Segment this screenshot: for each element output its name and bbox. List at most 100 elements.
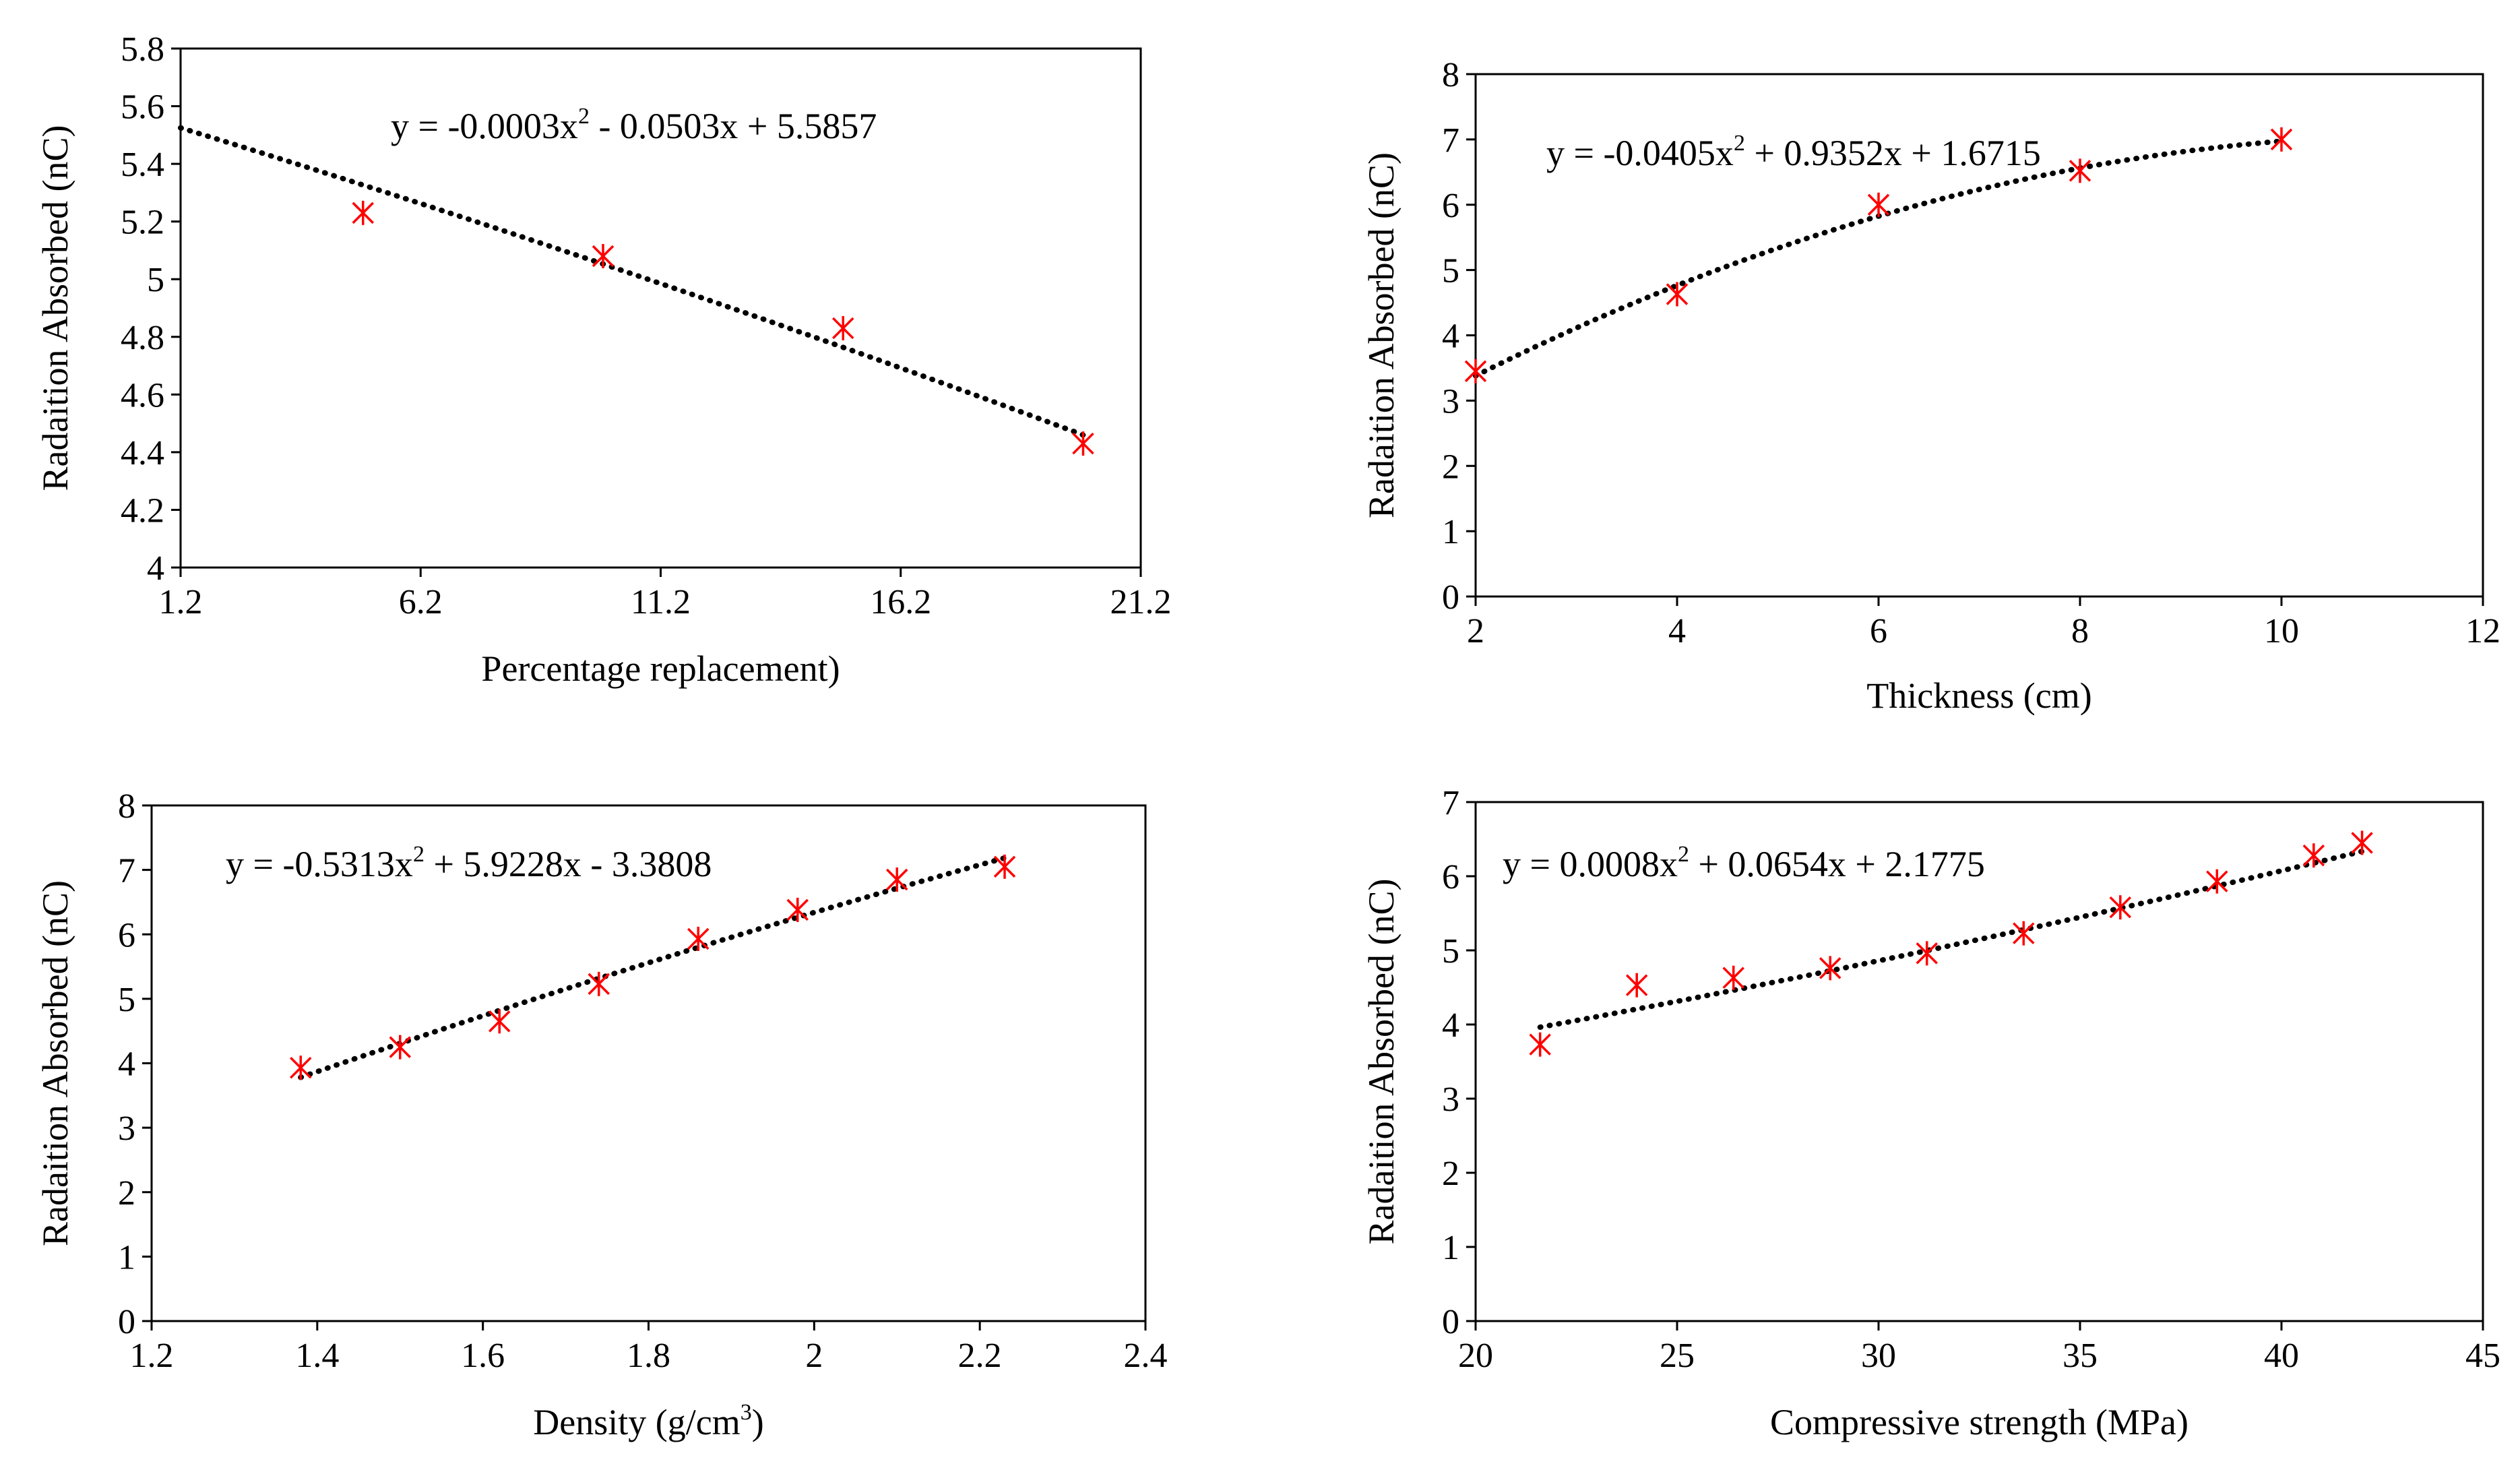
chart4-data-point [2351,830,2373,855]
chart2-data-point [1867,192,1890,217]
chart4-x-axis-title: Compressive strength (MPa) [1770,1402,2188,1442]
chart4-y-tick-label: 1 [1442,1229,1459,1267]
chart2-y-tick-label: 0 [1442,578,1459,617]
chart1-y-tick-label: 5.2 [121,204,164,242]
chart4-data-point [1625,973,1648,998]
chart3-y-tick-label: 2 [118,1174,135,1213]
chart1-data-point [832,315,854,340]
chart2-y-tick-label: 8 [1442,56,1459,94]
chart4-y-tick-label: 2 [1442,1155,1459,1193]
chart1-y-tick-label: 5 [147,261,164,299]
chart1-trendline-equation: y = -0.0003x2 - 0.0503x + 5.5857 [391,104,877,146]
chart4-data-point [2013,921,2035,946]
chart4-x-tick-label: 30 [1861,1337,1896,1375]
chart2-data-point [1666,282,1689,307]
chart3-y-tick-label: 0 [118,1303,135,1341]
chart4-x-tick-label: 25 [1660,1337,1695,1375]
chart4-y-axis-title: Radaition Absorbed (nC) [1361,879,1401,1245]
chart-density: 1.2 1.4 1.6 1.8 2 2.2 2.4 0 1 2 3 4 5 6 7 8 Density (g/c… [35,787,1168,1442]
chart4-x-tick-label: 35 [2062,1337,2098,1375]
chart4-y-tick-label: 7 [1442,784,1459,822]
chart2-x-tick-label: 4 [1668,612,1686,650]
chart2-y-tick-label: 6 [1442,187,1459,225]
chart3-data-point [786,897,809,922]
chart3-data-point [489,1009,511,1034]
chart1-y-tick-label: 4 [147,549,164,588]
chart3-x-tick-label: 1.2 [130,1337,174,1375]
chart3-data-point [687,926,710,951]
chart2-y-tick-label: 3 [1442,382,1459,421]
chart3-x-tick-label: 1.4 [295,1337,339,1375]
chart3-data-point [993,854,1016,879]
chart3-y-tick-label: 1 [118,1238,135,1277]
chart4-data-point [1529,1032,1551,1057]
chart2-data-point [2069,158,2091,183]
chart1-data-point [592,244,615,268]
chart3-y-tick-label: 5 [118,981,135,1019]
chart3-y-tick-label: 3 [118,1109,135,1148]
chart4-data-point [1916,941,1938,966]
chart4-data-point [2302,843,2325,868]
chart4-data-point [1819,956,1841,981]
chart2-x-tick-label: 6 [1870,612,1887,650]
chart3-x-tick-label: 2 [805,1337,823,1375]
chart3-x-tick-label: 1.6 [461,1337,505,1375]
chart2-x-axis-title: Thickness (cm) [1866,675,2091,716]
chart1-x-tick-label: 6.2 [399,583,443,621]
chart4-y-tick-label: 5 [1442,932,1459,971]
chart3-y-axis-title: Radaition Absorbed (nC) [35,880,75,1246]
chart4-plot-area [1474,801,2484,1322]
chart4-x-tick-label: 40 [2264,1337,2299,1375]
chart1-y-tick-label: 4.8 [121,319,164,357]
chart1-trendline [178,125,1086,438]
chart3-x-axis-title: Density (g/cm3) [533,1400,763,1442]
chart3-trendline [298,855,1007,1080]
chart1-y-tick-label: 4.6 [121,376,164,415]
chart4-y-tick-label: 6 [1442,858,1459,896]
chart2-trendline-equation: y = -0.0405x2 + 0.9352x + 1.6715 [1546,131,2041,173]
chart-percentage-replacement: 1.2 6.2 11.2 16.2 21.2 4 4.2 4.4 4.6 4.8 5 5.2 5.4 5.… [35,30,1172,689]
chart2-y-axis-title: Radaition Absorbed (nC) [1361,152,1401,518]
chart1-y-tick-label: 4.2 [121,491,164,530]
chart2-x-tick-label: 2 [1467,612,1484,650]
chart2-x-tick-label: 10 [2264,612,2299,650]
chart2-x-tick-label: 12 [2465,612,2500,650]
chart4-data-point [2206,869,2228,894]
chart1-x-tick-label: 1.2 [159,583,203,621]
chart2-y-tick-label: 1 [1442,513,1459,551]
chart4-data-point [2109,895,2132,920]
chart1-y-axis-title: Radaition Absorbed (nC) [35,125,75,491]
chart3-y-tick-label: 8 [118,787,135,826]
chart3-x-tick-label: 1.8 [627,1337,670,1375]
chart1-data-point [1072,431,1094,456]
chart2-x-tick-label: 8 [2071,612,2089,650]
chart3-x-tick-label: 2.2 [958,1337,1002,1375]
chart3-x-tick-label: 2.4 [1124,1337,1168,1375]
chart2-y-tick-label: 5 [1442,252,1459,290]
chart2-y-tick-label: 4 [1442,317,1459,356]
chart4-trendline [1537,849,2365,1030]
chart4-trendline-equation: y = 0.0008x2 + 0.0654x + 2.1775 [1503,842,1985,884]
chart3-y-tick-label: 7 [118,852,135,890]
chart3-data-point [886,867,908,892]
chart3-trendline-equation: y = -0.5313x2 + 5.9228x - 3.3808 [226,842,712,884]
chart4-y-tick-label: 0 [1442,1303,1459,1341]
chart2-y-tick-label: 2 [1442,448,1459,486]
chart4-data-point [1722,965,1744,990]
chart2-data-point [2270,127,2293,152]
chart2-y-tick-label: 7 [1442,121,1459,160]
chart1-data-point [352,200,374,225]
chart4-y-tick-label: 4 [1442,1006,1459,1045]
chart1-x-tick-label: 16.2 [870,583,931,621]
chart2-data-point [1464,359,1487,384]
chart3-x-axis-title-sup: 3 [741,1400,752,1425]
chart3-data-point [588,971,610,996]
chart1-y-tick-label: 5.6 [121,88,164,127]
chart3-data-point [389,1035,411,1060]
chart4-x-tick-label: 20 [1458,1337,1493,1375]
chart3-y-tick-label: 6 [118,916,135,954]
